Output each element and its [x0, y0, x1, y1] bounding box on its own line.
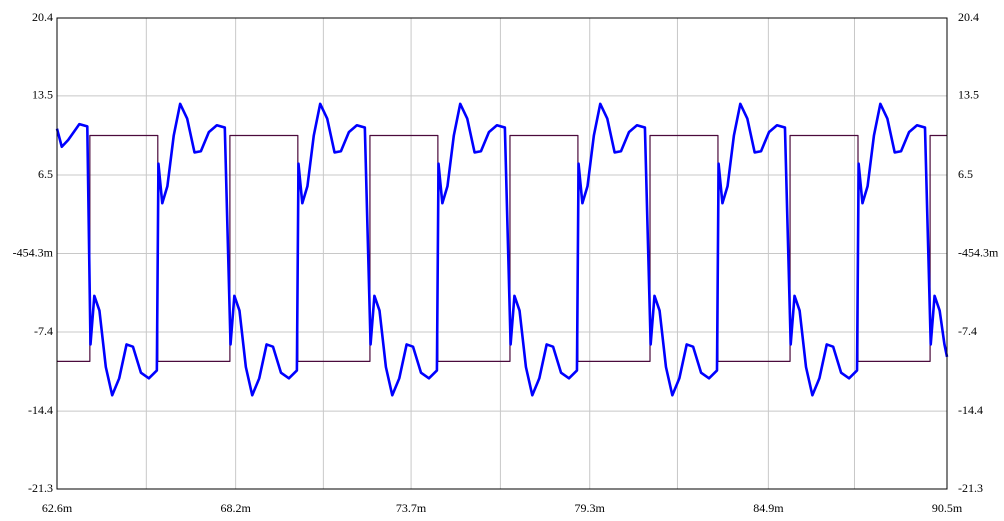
x-tick-label: 62.6m: [42, 501, 73, 515]
y-tick-label-right: -14.4: [958, 403, 983, 417]
plot-frame: [56, 17, 948, 490]
y-tick-label-right: 20.4: [958, 10, 979, 24]
y-tick-label: 13.5: [32, 88, 53, 102]
y-tick-label-right: -454.3m: [958, 245, 999, 259]
y-tick-label-right: 13.5: [958, 88, 979, 102]
y-tick-label: -7.4: [34, 324, 53, 338]
x-tick-label: 73.7m: [396, 501, 427, 515]
y-tick-label: 6.5: [38, 167, 53, 181]
y-tick-label-right: -7.4: [958, 324, 977, 338]
x-tick-label: 90.5m: [932, 501, 963, 515]
y-tick-label: -14.4: [28, 403, 53, 417]
x-tick-label: 68.2m: [220, 501, 251, 515]
y-tick-label: -21.3: [28, 481, 53, 495]
x-tick-label: 84.9m: [753, 501, 784, 515]
y-tick-label-right: -21.3: [958, 481, 983, 495]
line-series: [57, 134, 947, 362]
y-tick-label: -454.3m: [13, 245, 54, 259]
y-tick-label: 20.4: [32, 10, 53, 24]
line-series: [55, 102, 949, 397]
y-tick-label-right: 6.5: [958, 167, 973, 181]
x-tick-label: 79.3m: [575, 501, 606, 515]
